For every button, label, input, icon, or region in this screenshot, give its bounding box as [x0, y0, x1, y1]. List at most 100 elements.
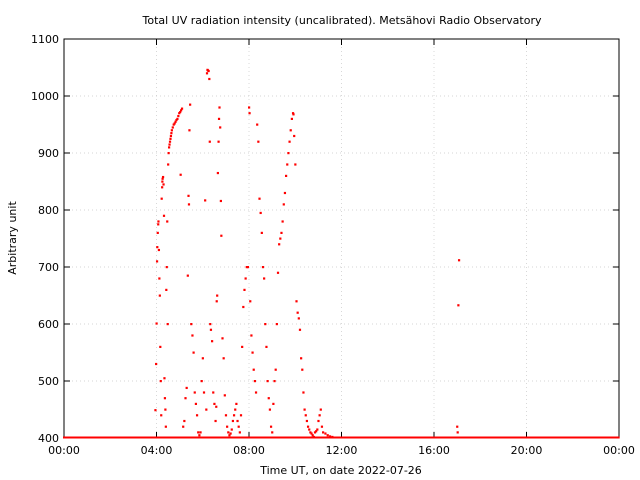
data-point: [236, 419, 239, 423]
baseline-point: [204, 436, 207, 439]
baseline-point: [478, 436, 481, 439]
data-point: [217, 140, 220, 143]
baseline-point: [434, 436, 437, 439]
baseline-point: [513, 436, 516, 439]
baseline-point: [326, 436, 329, 439]
data-point: [167, 152, 170, 155]
baseline-point: [222, 436, 225, 439]
data-point: [326, 434, 329, 437]
baseline-point: [560, 436, 563, 439]
data-point: [303, 408, 306, 411]
data-point: [211, 340, 214, 343]
baseline-point: [79, 436, 82, 439]
baseline-point: [381, 436, 384, 439]
baseline-point: [373, 436, 376, 439]
data-point: [171, 126, 174, 129]
data-point: [163, 377, 166, 380]
baseline-point: [454, 436, 457, 439]
baseline-point: [479, 436, 482, 439]
y-axis-label: Arbitrary unit: [6, 201, 19, 275]
baseline-point: [309, 436, 312, 439]
baseline-point: [92, 436, 95, 439]
baseline-point: [428, 436, 431, 439]
baseline-point: [228, 436, 231, 439]
baseline-point: [458, 436, 461, 439]
baseline-point: [254, 436, 257, 439]
baseline-point: [315, 436, 318, 439]
data-point: [185, 386, 188, 390]
data-point: [193, 391, 196, 394]
data-point: [266, 380, 269, 383]
data-point: [274, 368, 277, 371]
baseline-point: [523, 436, 526, 439]
baseline-point: [467, 436, 470, 439]
baseline-point: [128, 436, 131, 439]
baseline-point: [234, 436, 237, 439]
baseline-point: [230, 436, 233, 439]
data-point: [316, 428, 319, 431]
baseline-point: [558, 436, 561, 439]
baseline-point: [526, 436, 529, 439]
baseline-point: [548, 436, 551, 439]
baseline-point: [302, 436, 305, 439]
baseline-point: [453, 436, 456, 439]
baseline-point: [582, 436, 585, 439]
baseline-point: [539, 436, 542, 439]
data-point: [301, 368, 304, 371]
data-point: [457, 259, 461, 262]
data-point: [201, 357, 204, 360]
baseline-point: [494, 436, 497, 439]
data-point: [167, 163, 170, 166]
data-point: [237, 425, 240, 428]
baseline-point: [86, 436, 89, 439]
data-point: [214, 419, 217, 423]
baseline-point: [441, 436, 444, 439]
baseline-point: [341, 436, 344, 439]
baseline-point: [511, 436, 514, 439]
baseline-point: [496, 436, 499, 439]
baseline-point: [360, 436, 363, 439]
baseline-point: [609, 436, 612, 439]
baseline-point: [196, 436, 199, 439]
baseline-point: [430, 436, 433, 439]
data-point: [208, 140, 211, 143]
baseline-point: [487, 436, 490, 439]
baseline-point: [133, 436, 136, 439]
data-point: [160, 414, 163, 417]
baseline-point: [577, 436, 580, 439]
baseline-point: [310, 436, 313, 439]
baseline-point: [551, 436, 554, 439]
data-point: [212, 391, 215, 394]
baseline-point: [83, 436, 86, 439]
baseline-point: [533, 436, 536, 439]
baseline-point: [200, 436, 203, 439]
baseline-point: [264, 436, 267, 439]
baseline-point: [249, 436, 252, 439]
baseline-point: [529, 436, 532, 439]
baseline-point: [169, 436, 172, 439]
y-tick-label: 900: [38, 147, 59, 160]
baseline-point: [138, 436, 141, 439]
baseline-point: [339, 436, 342, 439]
baseline-point: [148, 436, 151, 439]
baseline-point: [519, 436, 522, 439]
baseline-point: [571, 436, 574, 439]
data-point: [176, 117, 179, 120]
baseline-point: [336, 436, 339, 439]
baseline-point: [589, 436, 592, 439]
baseline-point: [80, 436, 83, 439]
baseline-point: [435, 436, 438, 439]
data-point: [220, 234, 223, 237]
baseline-point: [64, 436, 67, 439]
baseline-point: [469, 436, 472, 439]
baseline-point: [316, 436, 319, 439]
baseline-point: [431, 436, 434, 439]
baseline-point: [503, 436, 506, 439]
baseline-point: [239, 436, 242, 439]
baseline-point: [329, 436, 332, 439]
data-point: [218, 106, 221, 109]
data-point: [184, 397, 187, 400]
data-point: [310, 432, 313, 435]
data-point: [158, 277, 161, 280]
baseline-point: [218, 436, 221, 439]
